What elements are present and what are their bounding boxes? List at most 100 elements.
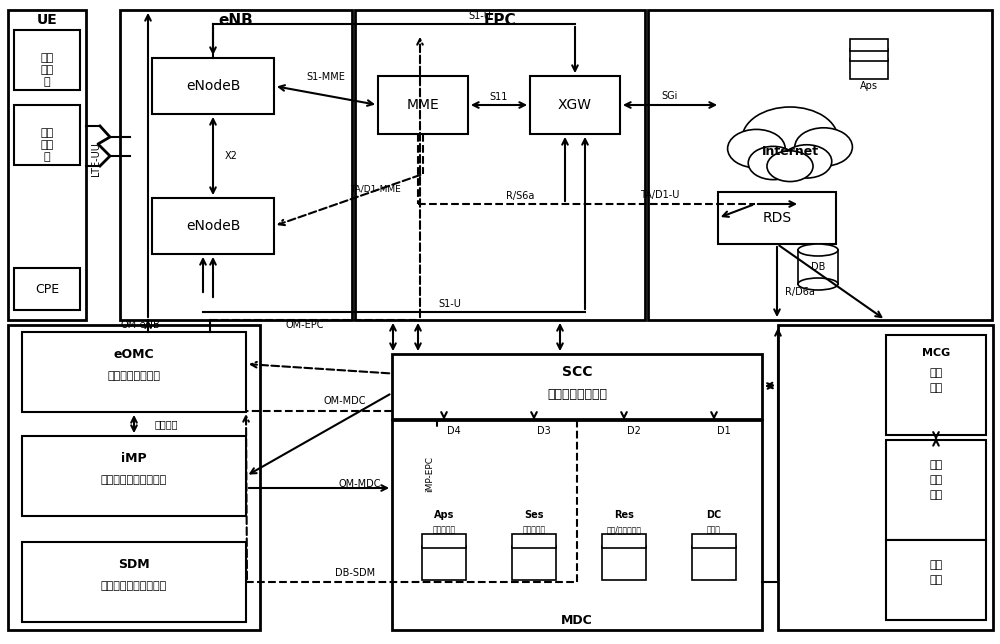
Text: 系统: 系统 — [929, 575, 943, 585]
Text: DC: DC — [706, 510, 722, 520]
Text: RDS: RDS — [762, 211, 792, 225]
Text: Internet: Internet — [761, 144, 819, 158]
Text: SCC: SCC — [562, 365, 592, 379]
Text: SDM: SDM — [118, 558, 150, 571]
Bar — [8, 10, 86, 320]
Text: 应用服务器: 应用服务器 — [432, 526, 456, 535]
Bar — [422, 534, 466, 548]
Text: OM-EPC: OM-EPC — [286, 320, 324, 330]
Bar — [512, 546, 556, 580]
Bar — [378, 76, 468, 134]
Bar — [886, 335, 986, 435]
Text: 车载
移动
台: 车载 移动 台 — [40, 128, 54, 162]
Text: （操作维护中心）: （操作维护中心） — [108, 371, 160, 381]
Bar — [778, 325, 993, 630]
Text: S1-U: S1-U — [439, 299, 461, 309]
Ellipse shape — [798, 278, 838, 290]
Bar — [850, 49, 888, 61]
Bar — [152, 198, 274, 254]
Text: DB: DB — [811, 262, 825, 272]
Bar — [798, 250, 838, 284]
Text: SGi: SGi — [662, 91, 678, 101]
Bar — [8, 325, 260, 630]
Text: 北向接口: 北向接口 — [154, 419, 178, 429]
Bar — [602, 546, 646, 580]
Ellipse shape — [748, 146, 798, 180]
Text: MCG: MCG — [922, 348, 950, 358]
Text: Res: Res — [614, 510, 634, 520]
Bar — [152, 58, 274, 114]
Text: Aps: Aps — [860, 81, 878, 91]
Bar — [120, 10, 352, 320]
Text: Ses: Ses — [524, 510, 544, 520]
Text: MME: MME — [407, 98, 439, 112]
Bar — [14, 30, 80, 90]
Bar — [422, 546, 466, 580]
Text: （签约数据管理中心）: （签约数据管理中心） — [101, 581, 167, 591]
Text: D4: D4 — [447, 426, 461, 436]
Text: （综合监管调度平台）: （综合监管调度平台） — [101, 475, 167, 485]
Text: XGW: XGW — [558, 98, 592, 112]
Text: S1-MME: S1-MME — [307, 72, 345, 82]
Text: LTE-UU: LTE-UU — [91, 142, 101, 176]
Text: iMP-EPC: iMP-EPC — [426, 456, 434, 492]
Text: D2: D2 — [627, 426, 641, 436]
Text: 手持
移动
台: 手持 移动 台 — [40, 53, 54, 86]
Text: eNodeB: eNodeB — [186, 219, 240, 233]
Text: 互通: 互通 — [929, 368, 943, 378]
Text: UE: UE — [37, 13, 57, 27]
Bar — [886, 540, 986, 620]
Text: 系统: 系统 — [929, 490, 943, 500]
Text: eOMC: eOMC — [114, 348, 154, 361]
Ellipse shape — [728, 129, 785, 168]
Text: 集群: 集群 — [929, 475, 943, 485]
Text: eNodeB: eNodeB — [186, 79, 240, 93]
Bar — [850, 59, 888, 79]
Bar — [22, 436, 246, 516]
Text: OM-eNB: OM-eNB — [120, 320, 160, 330]
Text: 录音/录像服务器: 录音/录像服务器 — [606, 526, 642, 535]
Text: 网关: 网关 — [929, 383, 943, 393]
Text: DB-SDM: DB-SDM — [335, 568, 375, 578]
Text: （交换控制中心）: （交换控制中心） — [547, 388, 607, 401]
Bar — [392, 420, 762, 630]
Text: S1-U: S1-U — [469, 11, 491, 21]
Text: CPE: CPE — [35, 283, 59, 296]
Text: TA/D1-MME: TA/D1-MME — [350, 184, 400, 193]
Ellipse shape — [795, 128, 852, 166]
Bar — [14, 105, 80, 165]
Text: X2: X2 — [225, 151, 237, 161]
Text: OM-MDC: OM-MDC — [339, 479, 381, 489]
Ellipse shape — [742, 107, 838, 171]
Text: R/S6a: R/S6a — [506, 191, 534, 201]
Ellipse shape — [798, 244, 838, 256]
Bar — [392, 354, 762, 419]
Text: R/D6a: R/D6a — [785, 287, 815, 297]
Bar — [602, 534, 646, 548]
Text: OM-MDC: OM-MDC — [324, 396, 366, 406]
Ellipse shape — [782, 145, 832, 178]
Text: iMP: iMP — [121, 451, 147, 464]
Text: D3: D3 — [537, 426, 551, 436]
Bar — [355, 10, 645, 320]
Text: 电话: 电话 — [929, 560, 943, 570]
Bar — [648, 10, 992, 320]
Bar — [850, 39, 888, 51]
Text: 安全服务器: 安全服务器 — [522, 526, 546, 535]
Bar — [22, 542, 246, 622]
Ellipse shape — [767, 151, 813, 182]
Bar — [530, 76, 620, 134]
Text: TA/D1-U: TA/D1-U — [640, 190, 680, 200]
Bar — [512, 534, 556, 548]
Text: Aps: Aps — [434, 510, 454, 520]
Bar — [718, 192, 836, 244]
Text: EPC: EPC — [484, 12, 516, 28]
Text: eNB: eNB — [219, 12, 253, 28]
Text: S11: S11 — [490, 92, 508, 102]
Text: MDC: MDC — [561, 614, 593, 627]
Text: 其它: 其它 — [929, 460, 943, 470]
Bar — [692, 546, 736, 580]
Bar — [692, 534, 736, 548]
Text: D1: D1 — [717, 426, 731, 436]
Bar — [14, 268, 80, 310]
